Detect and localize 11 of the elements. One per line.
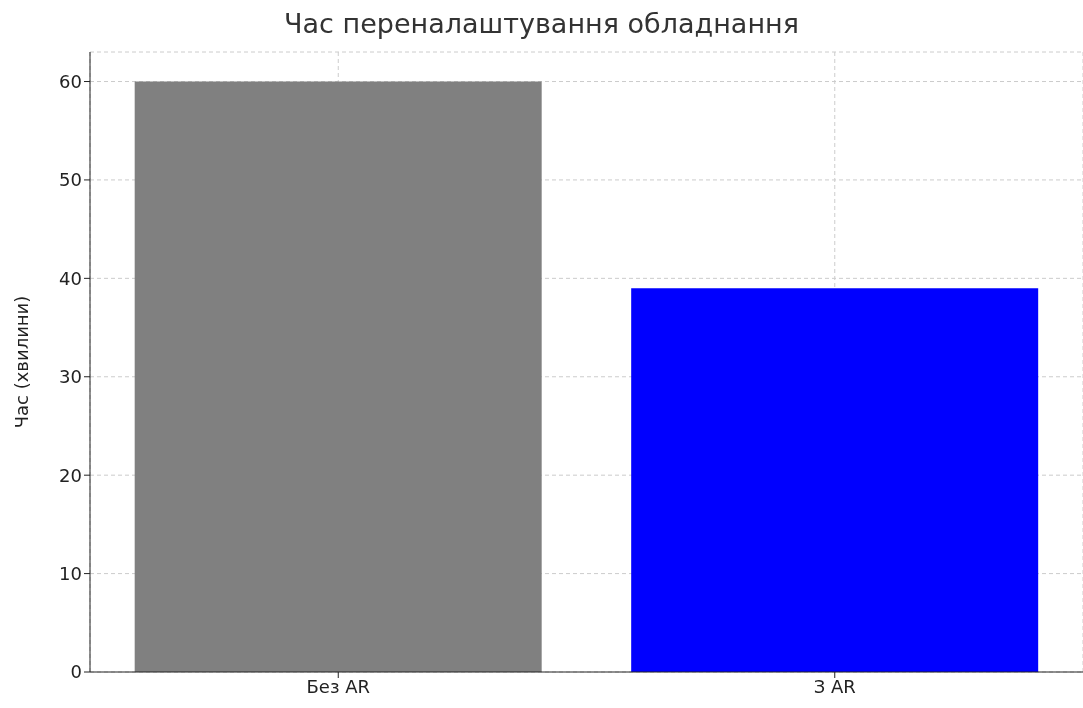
y-tick-label: 0 xyxy=(70,661,82,683)
y-tick-label: 30 xyxy=(59,366,82,388)
x-tick-label: З AR xyxy=(813,675,856,697)
y-axis-title: Час (хвилини) xyxy=(11,295,33,429)
y-tick-label: 50 xyxy=(59,169,82,191)
y-tick-label: 60 xyxy=(59,70,82,92)
y-tick-label: 40 xyxy=(59,267,82,289)
y-tick-label: 10 xyxy=(59,562,82,584)
x-tick-label: Без AR xyxy=(306,675,371,697)
chart-title: Час переналаштування обладнання xyxy=(283,8,800,39)
y-tick-label: 20 xyxy=(59,464,82,486)
